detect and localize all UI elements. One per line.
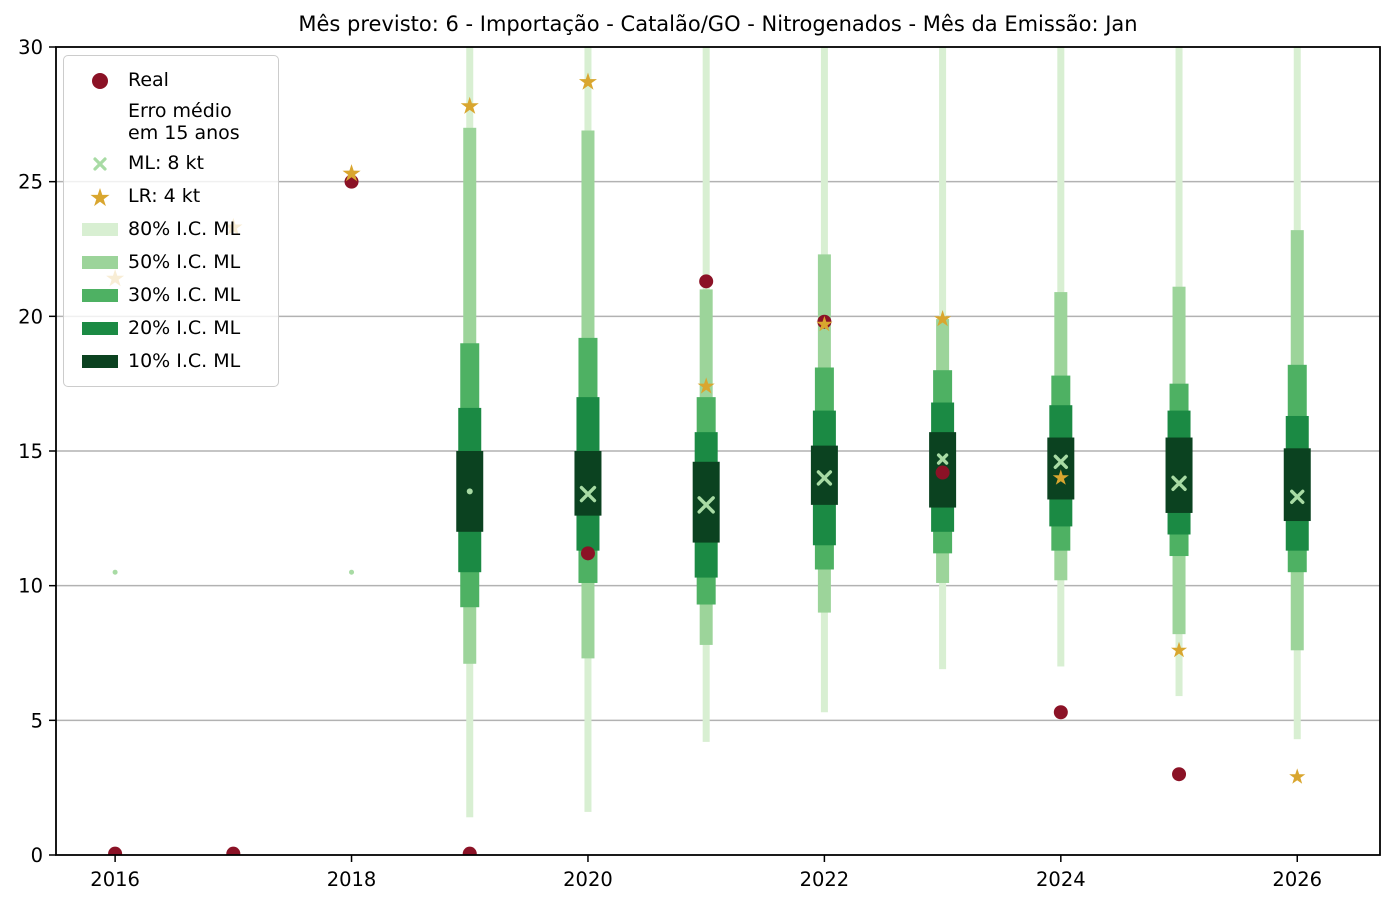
legend-label-lr: LR: 4 kt bbox=[128, 185, 201, 208]
legend-item-error-note: Erro médio em 15 anos bbox=[72, 97, 272, 147]
x-tick-label: 2026 bbox=[1272, 868, 1322, 891]
x-tick-label: 2024 bbox=[1036, 868, 1086, 891]
y-tick-label: 20 bbox=[18, 305, 43, 328]
legend-label-ci80: 80% I.C. ML bbox=[128, 218, 241, 241]
y-tick-label: 0 bbox=[31, 844, 43, 867]
x-tick-label: 2016 bbox=[90, 868, 140, 891]
y-tick-label: 30 bbox=[18, 36, 43, 59]
legend-item-ci20: 20% I.C. ML bbox=[72, 312, 272, 345]
ci10-swatch bbox=[72, 355, 128, 368]
ci50-swatch bbox=[72, 256, 128, 269]
ci80-swatch bbox=[72, 223, 128, 236]
y-tick-label: 25 bbox=[18, 171, 43, 194]
legend-item-ci50: 50% I.C. ML bbox=[72, 246, 272, 279]
legend-label-ci50: 50% I.C. ML bbox=[128, 251, 241, 274]
chart-title: Mês previsto: 6 - Importação - Catalão/G… bbox=[298, 12, 1138, 36]
y-tick-label: 15 bbox=[18, 440, 43, 463]
legend-item-ci80: 80% I.C. ML bbox=[72, 213, 272, 246]
y-tick-label: 10 bbox=[18, 575, 43, 598]
legend-label-ci30: 30% I.C. ML bbox=[128, 284, 241, 307]
legend-item-real: Real bbox=[72, 64, 272, 97]
legend-label-ci20: 20% I.C. ML bbox=[128, 317, 241, 340]
ci30-swatch bbox=[72, 289, 128, 302]
y-tick-label: 5 bbox=[31, 709, 43, 732]
ml-x-icon bbox=[72, 156, 128, 172]
legend-label-ml: ML: 8 kt bbox=[128, 152, 204, 175]
legend-label-ci10: 10% I.C. ML bbox=[128, 350, 241, 373]
real-dot-icon bbox=[72, 72, 128, 90]
legend-item-ci30: 30% I.C. ML bbox=[72, 279, 272, 312]
lr-star-icon bbox=[72, 186, 128, 208]
legend-label-error-note: Erro médio em 15 anos bbox=[128, 99, 240, 144]
legend-item-ml: ML: 8 kt bbox=[72, 147, 272, 180]
legend-item-ci10: 10% I.C. ML bbox=[72, 345, 272, 378]
x-tick-label: 2022 bbox=[800, 868, 850, 891]
legend: Real Erro médio em 15 anos ML: 8 kt LR: … bbox=[63, 55, 279, 387]
x-tick-label: 2018 bbox=[327, 868, 377, 891]
ci20-swatch bbox=[72, 322, 128, 335]
legend-label-real: Real bbox=[128, 69, 169, 92]
legend-item-lr: LR: 4 kt bbox=[72, 180, 272, 213]
x-tick-label: 2020 bbox=[563, 868, 613, 891]
